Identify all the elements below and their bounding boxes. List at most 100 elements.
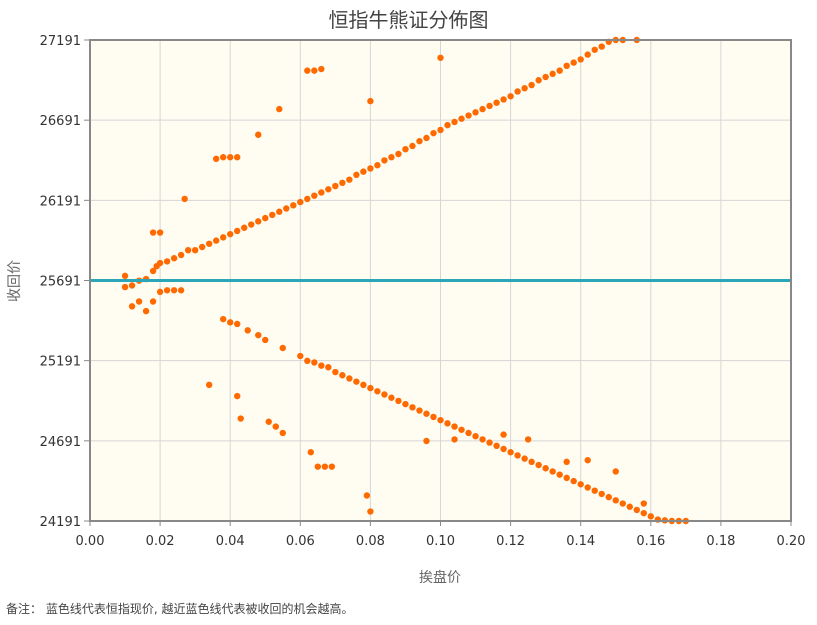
bull-point	[367, 97, 374, 105]
bear-point	[163, 287, 171, 294]
bear-point	[514, 452, 521, 459]
bull-point	[423, 134, 430, 142]
bull-point	[430, 129, 437, 137]
bull-point	[318, 65, 325, 73]
bear-point	[409, 404, 416, 411]
y-tick-label: 25691	[40, 275, 81, 290]
bear-point	[563, 458, 570, 466]
bear-point	[458, 426, 465, 433]
bull-point	[486, 102, 493, 110]
y-tick-label: 25191	[40, 355, 81, 370]
bear-point	[451, 436, 458, 443]
bull-point	[304, 67, 311, 74]
bull-point	[381, 157, 388, 164]
bull-point	[156, 259, 164, 267]
bull-point	[219, 154, 227, 161]
bull-point	[458, 115, 465, 122]
bull-point	[556, 67, 563, 74]
bear-point	[612, 468, 619, 475]
bull-point	[255, 131, 262, 138]
x-tick-label: 0.06	[286, 534, 315, 549]
bear-point	[227, 319, 234, 326]
x-tick-label: 0.16	[636, 534, 665, 549]
bull-point	[219, 234, 227, 241]
bull-point	[121, 272, 129, 280]
bear-point	[395, 397, 402, 405]
bear-point	[479, 436, 486, 443]
bull-point	[311, 192, 318, 199]
x-axis-ticks: 0.00 0.02 0.04 0.06 0.08 0.10 0.12 0.14 0.16 0.18…	[76, 521, 805, 549]
chart-title: 恒指牛熊证分佈图	[328, 8, 489, 32]
bear-point	[367, 384, 374, 392]
y-tick-label: 27191	[40, 34, 81, 49]
bull-point	[227, 230, 234, 238]
bear-point	[402, 400, 409, 408]
bear-point	[205, 381, 213, 389]
bull-point	[163, 258, 171, 265]
bear-point	[640, 500, 647, 507]
bear-point	[346, 375, 353, 382]
x-tick-label: 0.10	[426, 534, 455, 549]
bull-point	[591, 46, 598, 53]
bear-point	[279, 344, 286, 352]
bull-point	[339, 179, 346, 187]
bull-point	[276, 105, 283, 113]
x-tick-label: 0.02	[146, 534, 175, 549]
bull-point	[262, 214, 269, 222]
bear-point	[549, 468, 556, 475]
bull-point	[318, 189, 325, 196]
bear-point	[423, 410, 430, 417]
bear-point	[626, 503, 633, 510]
bear-point	[472, 432, 479, 440]
bull-point	[451, 118, 458, 126]
bull-point	[332, 182, 339, 190]
bear-point	[149, 298, 157, 305]
bull-point	[198, 243, 206, 251]
bear-point	[451, 423, 458, 430]
bear-point	[311, 359, 318, 366]
bull-point	[472, 109, 479, 116]
bear-point	[156, 288, 164, 296]
bull-point	[528, 81, 535, 89]
bear-point	[605, 493, 612, 501]
bear-point	[177, 287, 185, 294]
bull-point	[283, 205, 290, 212]
bull-point	[465, 112, 472, 119]
bull-point	[409, 142, 416, 150]
bear-point	[423, 437, 430, 445]
bear-point	[128, 303, 136, 310]
bear-point	[584, 484, 591, 491]
bull-point	[255, 218, 262, 225]
bear-point	[437, 416, 444, 424]
bull-point	[374, 162, 381, 169]
bear-point	[219, 315, 227, 323]
y-tick-label: 26191	[40, 194, 81, 209]
bear-point	[633, 506, 640, 514]
bear-point	[353, 378, 360, 385]
bear-point	[325, 364, 332, 371]
bull-point	[360, 168, 367, 175]
bull-point	[325, 186, 332, 193]
bull-point	[444, 121, 451, 129]
bear-point	[279, 429, 286, 437]
bull-point	[170, 255, 178, 262]
x-tick-label: 0.08	[356, 534, 385, 549]
bear-point	[535, 461, 542, 469]
bear-point	[584, 457, 591, 464]
bull-point	[248, 221, 255, 228]
bull-point	[479, 105, 486, 113]
bear-point	[465, 429, 472, 437]
bull-point	[212, 237, 220, 244]
bear-point	[563, 474, 570, 482]
bull-point	[542, 73, 549, 81]
bear-point	[542, 465, 549, 472]
bull-point	[304, 195, 311, 203]
bear-point	[234, 320, 241, 328]
bear-point	[255, 331, 262, 339]
bear-point	[381, 391, 388, 398]
bull-point	[353, 171, 360, 179]
bull-point	[521, 85, 528, 92]
bear-point	[500, 445, 507, 453]
bear-point	[237, 415, 244, 422]
